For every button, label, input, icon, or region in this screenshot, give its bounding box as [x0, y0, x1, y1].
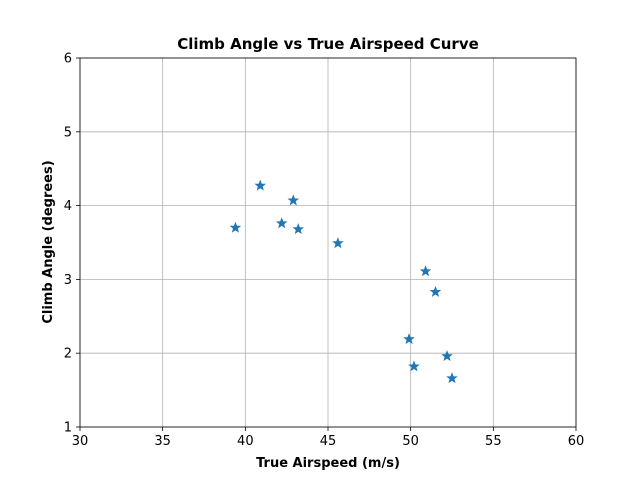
data-point-star [441, 350, 453, 362]
data-point-star [446, 372, 458, 384]
y-tick-label: 4 [64, 199, 72, 214]
data-point-star [229, 221, 242, 233]
data-point-star [419, 265, 432, 277]
data-point-star [429, 285, 442, 297]
data-point-star [254, 179, 266, 191]
x-tick-label: 45 [320, 434, 337, 449]
grid [79, 57, 577, 428]
chart-title: Climb Angle vs True Airspeed Curve [177, 35, 479, 53]
x-tick-label: 55 [485, 434, 502, 449]
y-tick-label: 2 [64, 347, 72, 362]
data-point-star [332, 237, 344, 249]
data-point-star [287, 194, 300, 206]
x-tick-label: 50 [402, 434, 419, 449]
y-tick-label: 3 [64, 273, 72, 288]
x-tick-label: 30 [72, 434, 89, 449]
data-points [229, 179, 458, 384]
x-axis-label: True Airspeed (m/s) [256, 456, 400, 471]
y-tick-label: 1 [64, 421, 72, 436]
data-point-star [292, 223, 304, 235]
x-tick-label: 35 [154, 434, 171, 449]
y-axis-label: Climb Angle (degrees) [41, 160, 56, 323]
y-tick-label: 5 [64, 125, 72, 140]
x-tick-label: 40 [237, 434, 254, 449]
y-tick-label: 6 [64, 52, 72, 67]
data-point-star [403, 333, 415, 345]
data-point-star [275, 217, 288, 229]
data-point-star [408, 360, 420, 372]
x-tick-label: 60 [568, 434, 585, 449]
